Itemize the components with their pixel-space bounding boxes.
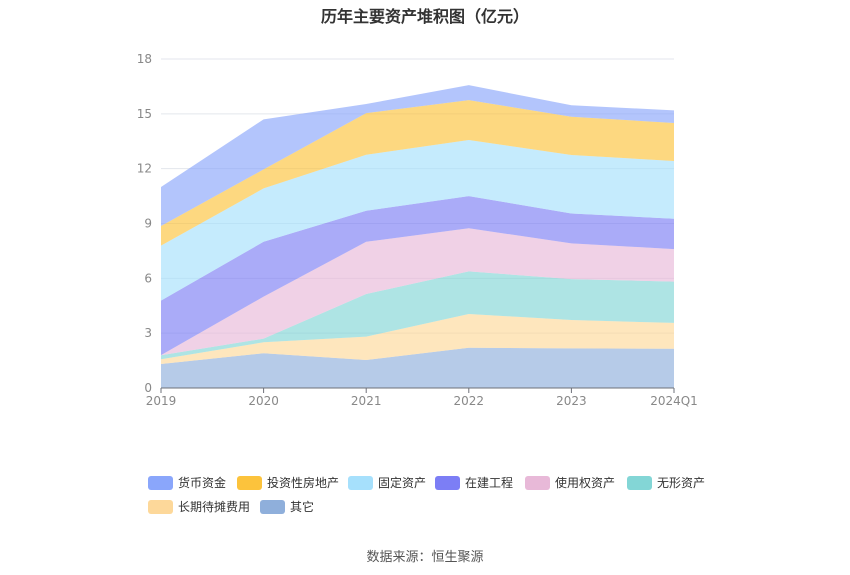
legend-item[interactable]: 长期待摊费用 — [148, 498, 250, 515]
y-tick-label: 18 — [137, 52, 152, 66]
source-note: 数据来源：恒生聚源 — [366, 550, 484, 565]
legend-label: 固定资产 — [378, 476, 427, 490]
x-tick-label: 2024Q1 — [650, 394, 698, 408]
chart-title: 历年主要资产堆积图（亿元） — [320, 7, 529, 26]
y-tick-label: 6 — [144, 271, 152, 285]
legend-label: 投资性房地产 — [267, 476, 340, 490]
legend-item[interactable]: 其它 — [260, 498, 314, 515]
legend-swatch — [627, 475, 652, 490]
legend-swatch — [148, 499, 173, 514]
legend-item[interactable]: 使用权资产 — [525, 474, 615, 491]
legend-swatch — [435, 475, 460, 490]
legend-swatch — [148, 475, 173, 490]
legend-label: 无形资产 — [657, 476, 706, 490]
legend-item[interactable]: 无形资产 — [627, 474, 705, 491]
legend-item[interactable]: 投资性房地产 — [237, 474, 339, 491]
y-tick-label: 15 — [137, 107, 152, 121]
y-tick-label: 0 — [144, 381, 152, 395]
legend-label: 货币资金 — [178, 476, 227, 490]
legend-label: 其它 — [290, 500, 315, 514]
area-2 — [161, 271, 674, 360]
legend-item[interactable]: 货币资金 — [148, 474, 226, 491]
area-4 — [161, 196, 674, 356]
y-tick-label: 3 — [144, 326, 152, 340]
legend-swatch — [260, 499, 285, 514]
area-3 — [161, 228, 674, 356]
x-tick-label: 2020 — [248, 394, 279, 408]
area-6 — [161, 100, 674, 246]
legend-item[interactable]: 固定资产 — [348, 474, 426, 491]
x-tick-label: 2022 — [454, 394, 485, 408]
legend-label: 在建工程 — [465, 476, 514, 490]
legend-label: 长期待摊费用 — [178, 500, 251, 514]
y-tick-label: 12 — [137, 162, 152, 176]
area-7 — [161, 85, 674, 227]
y-tick-label: 9 — [144, 217, 152, 231]
legend-swatch — [525, 475, 550, 490]
legend-swatch — [237, 475, 262, 490]
area-1 — [161, 313, 674, 365]
legend-item[interactable]: 在建工程 — [435, 474, 513, 491]
x-tick-label: 2019 — [146, 394, 177, 408]
area-5 — [161, 139, 674, 301]
x-tick-label: 2023 — [556, 394, 587, 408]
legend-swatch — [348, 475, 373, 490]
legend-label: 使用权资产 — [555, 476, 616, 490]
x-tick-label: 2021 — [351, 394, 382, 408]
area-0 — [161, 347, 674, 388]
